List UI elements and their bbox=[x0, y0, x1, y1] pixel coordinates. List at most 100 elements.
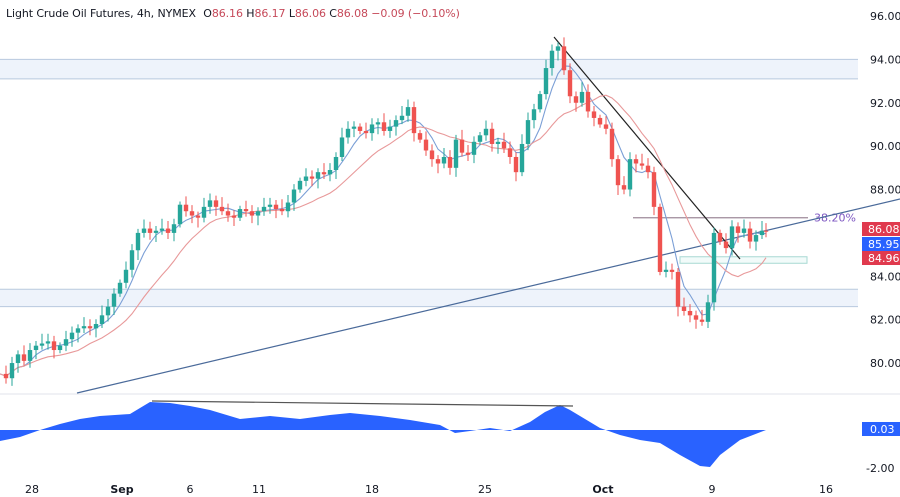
price-axis-label: 80.00 bbox=[870, 357, 900, 370]
candle-down bbox=[639, 163, 645, 166]
symbol-title: Light Crude Oil Futures, 4h, NYMEX bbox=[6, 7, 196, 20]
time-axis-label: Oct bbox=[592, 483, 613, 496]
candle-down bbox=[363, 130, 369, 134]
candle-up bbox=[369, 124, 375, 134]
candle-up bbox=[405, 107, 411, 116]
candle-up bbox=[711, 232, 717, 303]
candle-up bbox=[261, 206, 267, 212]
candle-up bbox=[39, 343, 45, 346]
candle-down bbox=[3, 373, 9, 379]
candle-down bbox=[651, 172, 657, 207]
candle-down bbox=[657, 206, 663, 272]
candle-down bbox=[189, 211, 195, 216]
price-tag-label: 85.95 bbox=[868, 238, 900, 251]
candle-up bbox=[531, 109, 537, 121]
price-tag bbox=[862, 222, 900, 236]
candle-down bbox=[213, 200, 219, 207]
candle-up bbox=[69, 332, 75, 340]
candle-down bbox=[645, 165, 651, 173]
candle-down bbox=[717, 232, 723, 242]
candle-down bbox=[603, 124, 609, 129]
price-tag-label: 86.08 bbox=[868, 223, 900, 236]
time-axis-label: 16 bbox=[819, 483, 833, 496]
candle-down bbox=[357, 126, 363, 131]
candle-up bbox=[759, 230, 765, 236]
candle-down bbox=[417, 133, 423, 140]
candle-down bbox=[489, 128, 495, 144]
candle-down bbox=[501, 141, 507, 149]
candle-up bbox=[45, 341, 51, 344]
candle-up bbox=[207, 200, 213, 207]
candle-down bbox=[165, 228, 171, 233]
open-value: 86.16 bbox=[211, 7, 243, 20]
candle-down bbox=[465, 152, 471, 155]
price-axis[interactable]: 96.00 94.00 92.00 90.00 88.00 84.00 82.00 80.00… bbox=[862, 10, 900, 475]
candle-up bbox=[105, 306, 111, 316]
candle-up bbox=[525, 120, 531, 144]
time-axis-label: 28 bbox=[25, 483, 39, 496]
time-axis-label: 18 bbox=[365, 483, 379, 496]
change-value: −0.09 (−0.10%) bbox=[371, 7, 460, 20]
candle-up bbox=[453, 139, 459, 168]
candle-down bbox=[249, 211, 255, 216]
candle-up bbox=[303, 176, 309, 181]
time-axis-label: 9 bbox=[709, 483, 716, 496]
candle-down bbox=[693, 315, 699, 320]
oscillator-divergence-line bbox=[151, 400, 574, 407]
time-axis-label: Sep bbox=[110, 483, 133, 496]
small-zone bbox=[679, 256, 808, 264]
candle-up bbox=[81, 326, 87, 329]
candle-up bbox=[177, 204, 183, 225]
candle-up bbox=[93, 323, 99, 329]
candle-down bbox=[225, 211, 231, 216]
candle-down bbox=[279, 209, 285, 212]
candle-down bbox=[585, 91, 591, 112]
price-axis-label: 94.00 bbox=[870, 53, 900, 66]
candle-down bbox=[561, 46, 567, 71]
time-axis[interactable]: 28 Sep 6 11 18 25 Oct 9 16 bbox=[25, 483, 833, 496]
downtrend-line bbox=[553, 36, 741, 260]
candle-up bbox=[339, 137, 345, 157]
candle-up bbox=[441, 156, 447, 164]
candle-up bbox=[387, 126, 393, 131]
candle-down bbox=[747, 228, 753, 242]
candle-up bbox=[99, 315, 105, 324]
candle-up bbox=[171, 224, 177, 233]
candle-up bbox=[663, 269, 669, 272]
price-tag-label: 84.96 bbox=[868, 252, 900, 265]
candle-up bbox=[555, 46, 561, 51]
candle-up bbox=[543, 68, 549, 95]
candle-down bbox=[243, 209, 249, 212]
trendlines: 38.20% bbox=[76, 36, 900, 394]
candle-up bbox=[351, 126, 357, 129]
price-axis-label: 88.00 bbox=[870, 184, 900, 197]
candle-down bbox=[567, 70, 573, 97]
candle-down bbox=[231, 215, 237, 218]
candle-up bbox=[399, 115, 405, 121]
oscillator-area bbox=[0, 402, 766, 467]
candle-up bbox=[159, 228, 165, 231]
oscillator-tag-label: 0.03 bbox=[870, 423, 895, 436]
price-axis-label: 96.00 bbox=[870, 10, 900, 23]
candle-down bbox=[681, 306, 687, 311]
candle-down bbox=[621, 185, 627, 190]
candle-up bbox=[201, 206, 207, 218]
candle-up bbox=[333, 156, 339, 170]
candle-up bbox=[297, 180, 303, 190]
oscillator-tag bbox=[862, 422, 900, 436]
candle-down bbox=[411, 107, 417, 134]
candle-up bbox=[549, 50, 555, 69]
candle-up bbox=[753, 235, 759, 242]
low-value: 86.06 bbox=[294, 7, 326, 20]
time-axis-label: 11 bbox=[252, 483, 266, 496]
support-resistance-zones bbox=[0, 58, 858, 308]
candle-down bbox=[309, 176, 315, 179]
candle-up bbox=[135, 232, 141, 251]
high-value: 86.17 bbox=[254, 7, 286, 20]
candle-up bbox=[375, 122, 381, 125]
candle-up bbox=[291, 189, 297, 203]
candle-up bbox=[315, 172, 321, 179]
candle-up bbox=[327, 169, 333, 175]
candle-up bbox=[27, 350, 33, 361]
